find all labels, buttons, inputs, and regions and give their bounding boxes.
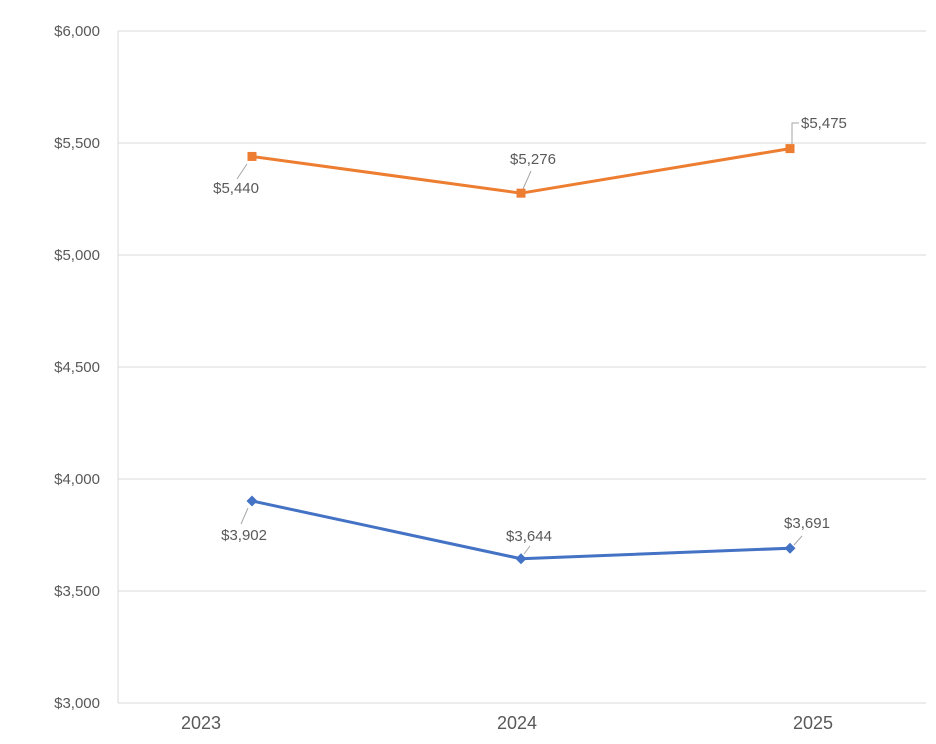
y-axis-tick-label: $3,500: [54, 583, 100, 600]
data-label: $3,691: [784, 515, 830, 532]
data-label: $5,440: [213, 180, 259, 197]
data-label-leader-line: [522, 170, 532, 190]
data-label: $5,276: [510, 151, 556, 168]
data-point-marker: [784, 542, 796, 554]
data-label: $3,902: [221, 527, 267, 544]
y-axis-tick-label: $3,000: [54, 695, 100, 712]
data-point-marker: [247, 151, 257, 161]
data-label-leader-line: [791, 122, 799, 144]
x-axis-tick-label: 2024: [497, 713, 537, 733]
data-label-leader-line: [523, 545, 531, 555]
data-label: $5,475: [801, 115, 847, 132]
data-label-leader-line: [240, 507, 249, 525]
x-axis-tick-label: 2025: [793, 713, 833, 733]
y-axis-tick-label: $4,500: [54, 359, 100, 376]
data-point-marker: [515, 553, 527, 565]
data-label-leader-line: [793, 535, 803, 546]
data-point-marker: [516, 188, 526, 198]
data-point-marker: [785, 144, 795, 154]
x-axis-tick-label: 2023: [181, 713, 221, 733]
y-axis-tick-label: $5,000: [54, 247, 100, 264]
y-axis-tick-label: $6,000: [54, 23, 100, 40]
data-label: $3,644: [506, 528, 552, 545]
data-point-marker: [246, 495, 258, 507]
data-label-leader-line: [236, 163, 248, 180]
y-axis-tick-label: $4,000: [54, 471, 100, 488]
y-axis-tick-label: $5,500: [54, 135, 100, 152]
